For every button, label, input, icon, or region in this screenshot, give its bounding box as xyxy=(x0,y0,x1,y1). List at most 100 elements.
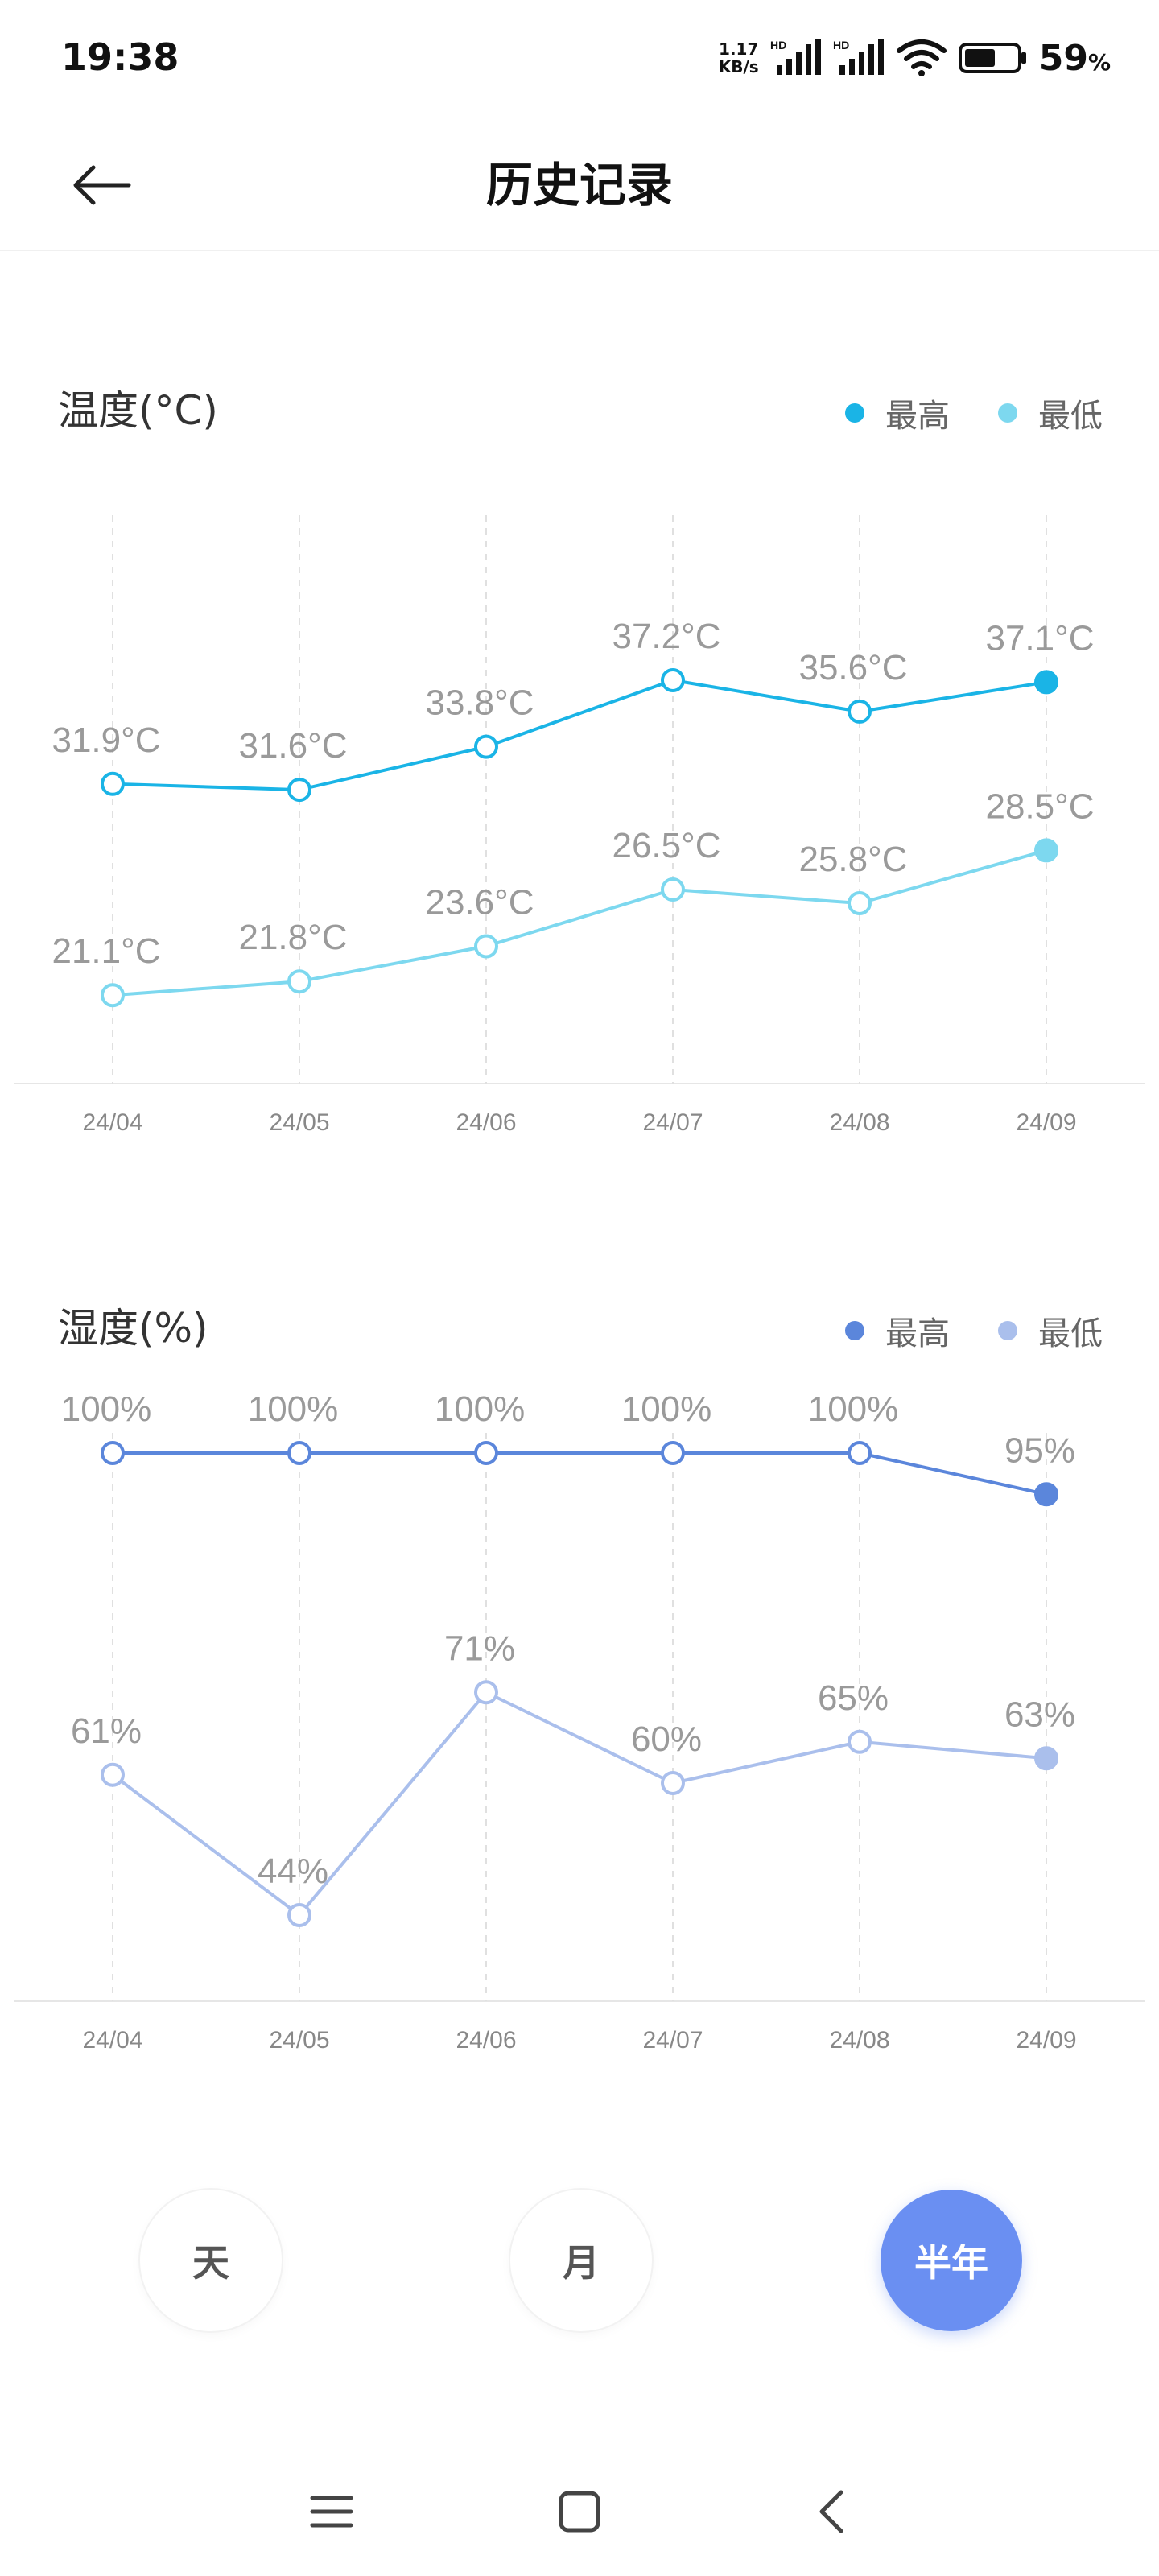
x-tick-label: 24/08 xyxy=(829,1109,889,1136)
home-button[interactable] xyxy=(539,2471,620,2552)
data-point xyxy=(474,1441,498,1465)
x-tick-label: 24/04 xyxy=(82,1109,142,1136)
x-tick-label: 24/07 xyxy=(642,1109,703,1136)
data-label: 100% xyxy=(621,1389,712,1429)
arrow-left-icon xyxy=(73,165,131,205)
menu-icon xyxy=(310,2496,353,2528)
data-label: 21.8°C xyxy=(238,918,347,957)
data-point xyxy=(101,983,125,1008)
data-label: 95% xyxy=(1004,1430,1075,1470)
x-tick-label: 24/05 xyxy=(269,2027,329,2054)
data-point xyxy=(661,1771,685,1795)
data-label: 100% xyxy=(248,1389,339,1429)
legend-label-high: 最高 xyxy=(885,1315,950,1352)
data-point xyxy=(287,1441,311,1465)
data-point xyxy=(1034,838,1058,863)
temperature-legend: 最高 最低 xyxy=(845,390,1103,436)
legend-dot-low xyxy=(998,1321,1017,1340)
legend-label-low: 最低 xyxy=(1038,398,1103,435)
time-range-selector: 天 月 半年 xyxy=(0,2190,1159,2334)
data-label: 33.8°C xyxy=(425,683,534,723)
x-tick-label: 24/09 xyxy=(1016,2027,1076,2054)
data-label: 71% xyxy=(444,1629,515,1668)
data-point xyxy=(101,1441,125,1465)
series-line xyxy=(112,679,1047,792)
data-point xyxy=(848,699,872,724)
legend-item-high: 最高 xyxy=(845,390,950,436)
data-point xyxy=(848,1441,872,1465)
data-label: 25.8°C xyxy=(798,840,907,879)
data-point xyxy=(101,1762,125,1787)
data-label: 63% xyxy=(1004,1695,1075,1734)
app-header: 历史记录 xyxy=(0,121,1159,251)
data-label: 100% xyxy=(435,1389,526,1429)
data-label: 37.1°C xyxy=(985,618,1094,658)
page-title: 历史记录 xyxy=(485,158,673,213)
legend-label-high: 最高 xyxy=(885,398,950,435)
x-tick-label: 24/07 xyxy=(642,2027,703,2054)
data-label: 61% xyxy=(71,1711,142,1751)
temperature-line-chart: 24/04 24/05 24/06 24/07 24/08 24/09 31.9°C 31.6… xyxy=(14,515,1145,1136)
data-point xyxy=(287,1903,311,1927)
data-point xyxy=(287,969,311,994)
data-point xyxy=(1034,1746,1058,1771)
legend-dot-high xyxy=(845,403,864,423)
data-label: 37.2°C xyxy=(612,617,720,656)
data-label: 35.6°C xyxy=(798,648,907,687)
data-label: 31.9°C xyxy=(52,720,160,760)
legend-dot-high xyxy=(845,1321,864,1340)
legend-item-low: 最低 xyxy=(998,390,1103,436)
data-point xyxy=(474,934,498,959)
network-speed: 1.17 KB/s xyxy=(719,40,759,76)
system-navigation-bar xyxy=(0,2447,1159,2576)
x-tick-label: 24/08 xyxy=(829,2027,889,2054)
signal-hd-icon: HD xyxy=(833,39,884,75)
home-square-icon xyxy=(559,2491,600,2533)
network-speed-value: 1.17 xyxy=(719,39,759,59)
data-label: 31.6°C xyxy=(238,726,347,766)
data-point xyxy=(1034,670,1058,695)
series-line xyxy=(112,848,1047,997)
data-label: 100% xyxy=(61,1389,152,1429)
status-icons: 1.17 KB/s HD HD xyxy=(719,32,1111,84)
legend-item-low: 最低 xyxy=(998,1307,1103,1354)
data-point xyxy=(101,771,125,796)
series-line xyxy=(111,1690,1047,1917)
back-nav-button[interactable] xyxy=(792,2471,872,2552)
data-label: 21.1°C xyxy=(52,931,160,971)
data-label: 100% xyxy=(808,1389,899,1429)
legend-item-high: 最高 xyxy=(845,1307,950,1354)
data-point xyxy=(661,668,685,692)
range-half-year-button[interactable]: 半年 xyxy=(881,2190,1022,2331)
wifi-icon xyxy=(896,39,947,76)
battery-icon xyxy=(958,43,1026,73)
status-time: 19:38 xyxy=(61,35,179,79)
back-button[interactable] xyxy=(61,145,142,225)
x-tick-label: 24/06 xyxy=(456,2027,516,2054)
series-line xyxy=(113,1451,1047,1496)
data-point xyxy=(848,891,872,916)
humidity-line-chart: 24/04 24/05 24/06 24/07 24/08 24/09 100% 100% 10… xyxy=(14,1389,1145,2054)
data-label: 44% xyxy=(258,1852,328,1891)
data-point xyxy=(474,734,498,759)
humidity-chart-title: 湿度(%) xyxy=(58,1305,208,1352)
x-tick-label: 24/06 xyxy=(456,1109,516,1136)
x-tick-label: 24/09 xyxy=(1016,1109,1076,1136)
data-label: 26.5°C xyxy=(612,826,720,865)
data-label: 65% xyxy=(818,1678,889,1718)
humidity-chart-section: 湿度(%) 最高 最低 24/04 24/05 24/06 24/07 24/08 24/… xyxy=(0,1272,1159,2077)
x-tick-label: 24/05 xyxy=(269,1109,329,1136)
temperature-chart-title: 温度(°C) xyxy=(58,387,218,434)
range-month-button[interactable]: 月 xyxy=(510,2190,652,2331)
data-point xyxy=(287,778,311,803)
humidity-legend: 最高 最低 xyxy=(845,1307,1103,1354)
data-point xyxy=(661,1441,685,1465)
range-day-button[interactable]: 天 xyxy=(140,2190,282,2331)
data-label: 23.6°C xyxy=(425,882,534,922)
network-speed-unit: KB/s xyxy=(718,57,759,76)
x-tick-label: 24/04 xyxy=(82,2027,142,2054)
menu-button[interactable] xyxy=(291,2471,372,2552)
data-point xyxy=(848,1729,872,1754)
svg-text:HD: HD xyxy=(833,39,849,52)
battery-percent: 59% xyxy=(1038,37,1111,79)
